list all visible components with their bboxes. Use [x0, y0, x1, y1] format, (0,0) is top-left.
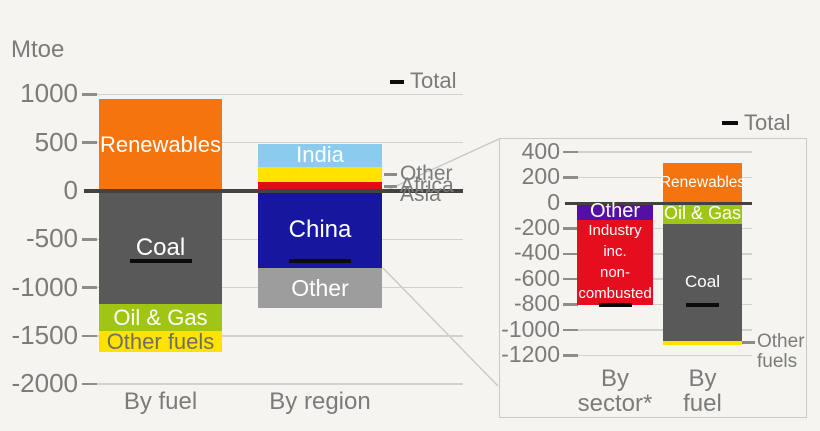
- y-tick-mark: [563, 227, 578, 230]
- bar-segment-renewables: [99, 99, 222, 191]
- inset-legend-total-label: Total: [744, 110, 791, 135]
- segment-label-other: Other: [589, 199, 641, 222]
- segment-label-coal: Coal: [685, 272, 720, 292]
- bar-segment-other: [258, 268, 382, 308]
- y-tick-label: 200: [521, 163, 560, 190]
- segment-label-renewables: Renewables: [659, 173, 746, 191]
- segment-label-oil-gas: Oil & Gas: [663, 202, 742, 223]
- bar-segment-other-fuels: [663, 340, 742, 345]
- gridline: [565, 176, 752, 179]
- segment-label-industry-inc-non-combusted: Industry inc. non- combusted: [578, 222, 652, 303]
- y-tick-label: -800: [513, 290, 560, 317]
- y-tick-mark: [563, 328, 578, 332]
- unit-label: Mtoe: [11, 36, 65, 63]
- gridline: [565, 354, 752, 357]
- y-tick-mark: [82, 382, 97, 386]
- callout-dash-africa: [384, 184, 397, 188]
- bar-segment-oil-gas: [99, 304, 222, 332]
- segment-label-other-fuels: Other fuels: [106, 328, 215, 354]
- total-marker: [289, 258, 351, 263]
- segment-label-india: India: [296, 142, 344, 168]
- total-marker: [686, 302, 719, 307]
- y-tick-label: 1000: [20, 78, 78, 109]
- segment-label-other: Other: [291, 274, 349, 301]
- y-tick-mark: [563, 277, 578, 281]
- bar-segment-other-fuels: [99, 331, 222, 353]
- segment-label-other-fuels: Other fuels: [757, 330, 805, 372]
- x-category-label: By fuel: [683, 365, 722, 417]
- y-tick-label: -1200: [501, 340, 560, 367]
- bar-segment-other: [577, 203, 653, 220]
- bar-segment-africa: [258, 181, 382, 191]
- y-tick-mark: [82, 141, 97, 144]
- y-tick-label: -500: [25, 223, 78, 254]
- segment-label-coal: Coal: [135, 233, 186, 261]
- inset-zoom-box: [499, 138, 807, 418]
- segment-label-other-asia: Other Asia: [400, 161, 453, 206]
- main-legend-total-label: Total: [410, 68, 457, 93]
- y-tick-mark: [82, 334, 97, 338]
- segment-label-china: China: [288, 215, 352, 243]
- bar-segment-coal: [663, 223, 742, 341]
- y-tick-label: -1000: [501, 315, 560, 342]
- x-category-label: By region: [269, 388, 371, 415]
- gridline: [565, 303, 752, 306]
- bar-segment-industry-inc-non-combusted: [577, 219, 653, 305]
- gridline: [84, 335, 463, 337]
- y-tick-label: 0: [547, 188, 560, 215]
- segment-label-oil-gas: Oil & Gas: [113, 304, 208, 330]
- y-tick-label: -200: [513, 213, 560, 240]
- y-tick-label: 0: [63, 174, 78, 205]
- bar-segment-india: [258, 143, 382, 167]
- y-tick-mark: [563, 150, 578, 154]
- y-tick-mark: [82, 238, 97, 241]
- y-tick-mark: [563, 176, 578, 179]
- segment-label-renewables: Renewables: [99, 132, 222, 158]
- zero-gridline: [565, 201, 752, 205]
- y-tick-label: -600: [513, 264, 560, 291]
- bar-segment-other-asia: [258, 166, 382, 182]
- total-dash-icon: [390, 80, 404, 84]
- zero-gridline: [84, 189, 463, 193]
- gridline: [84, 141, 463, 144]
- bar-segment-renewables: [663, 162, 742, 203]
- y-tick-label: -2000: [11, 368, 79, 399]
- gridline: [84, 93, 463, 96]
- bar-segment-oil-gas: [663, 203, 742, 224]
- total-marker: [598, 302, 632, 307]
- gridline: [565, 278, 752, 280]
- y-tick-label: 400: [521, 137, 560, 164]
- gridline: [565, 253, 752, 255]
- bar-segment-coal: [99, 191, 222, 305]
- x-category-label: By fuel: [123, 388, 198, 415]
- callout-dash-other-asia: [384, 172, 397, 176]
- y-tick-mark: [563, 303, 578, 306]
- gridline: [565, 151, 752, 153]
- gridline: [84, 383, 463, 385]
- total-marker: [129, 258, 192, 263]
- y-tick-label: 500: [34, 126, 78, 157]
- callout-dash-other-fuels: [742, 341, 755, 345]
- y-tick-mark: [82, 93, 97, 96]
- y-tick-label: -1500: [11, 319, 79, 350]
- gridline: [565, 227, 752, 230]
- y-tick-mark: [563, 354, 578, 357]
- y-tick-label: -400: [513, 239, 560, 266]
- y-tick-mark: [82, 286, 97, 289]
- bar-segment-china: [258, 191, 382, 269]
- total-dash-icon: [722, 121, 738, 125]
- y-tick-label: -1000: [11, 271, 79, 302]
- x-category-label: By sector*: [577, 365, 653, 417]
- y-tick-mark: [563, 252, 578, 256]
- gridline: [565, 329, 752, 331]
